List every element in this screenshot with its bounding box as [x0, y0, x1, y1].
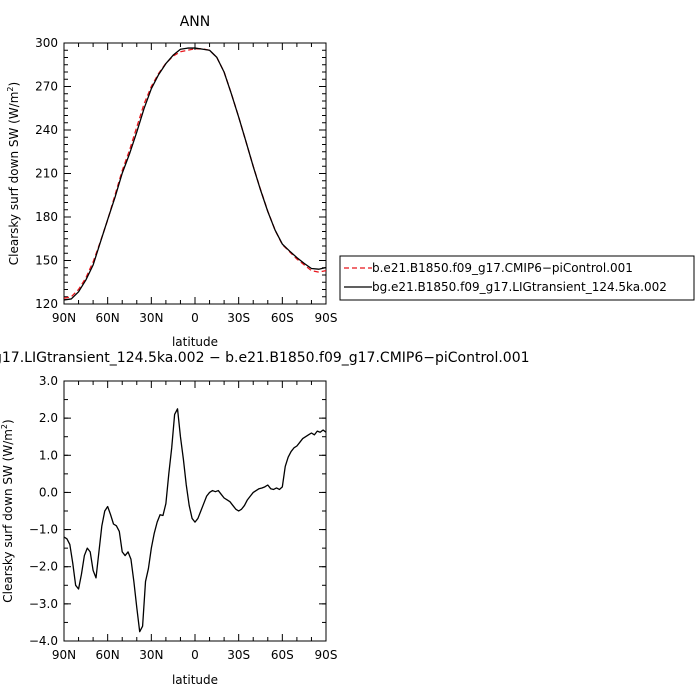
- plot-frame: [63, 380, 327, 642]
- y-tick-label: 180: [35, 210, 58, 224]
- top-chart: ANN 90N 60N 30N 0 30S 60S 90S 120 150 180 210 240 270…: [6, 14, 337, 349]
- x-tick-label: 30N: [139, 311, 163, 325]
- series-line-0: [63, 48, 327, 299]
- y-tick-label: 0.0: [39, 485, 58, 499]
- x-tick-label: 60N: [96, 648, 120, 662]
- chart-title: ANN: [180, 14, 211, 30]
- x-tick-label: 30S: [227, 311, 250, 325]
- y-tick-label: 3.0: [39, 374, 58, 388]
- series-line-0: [63, 408, 327, 633]
- y-axis-label-main: Clearsky surf down SW (W/m: [1, 429, 15, 603]
- legend-label-0: b.e21.B1850.f09_g17.CMIP6−piControl.001: [372, 261, 633, 275]
- y-tick-label: 2.0: [39, 411, 58, 425]
- legend-box: [339, 255, 695, 301]
- x-tick-label: 90S: [315, 311, 338, 325]
- x-tick-label: 0: [191, 648, 199, 662]
- legend-label-1: bg.e21.B1850.f09_g17.LIGtransient_124.5k…: [372, 280, 667, 294]
- x-tick-label: 0: [191, 311, 199, 325]
- x-tick-label: 60N: [96, 311, 120, 325]
- chart-title: bg.e21.B1850.f09_g17.LIGtransient_124.5k…: [0, 350, 530, 366]
- y-axis-label-superscript: 2: [6, 86, 15, 91]
- x-tick-label: 30S: [227, 648, 250, 662]
- x-tick-label: 30N: [139, 648, 163, 662]
- x-tick-label: 60S: [271, 648, 294, 662]
- y-tick-label: −4.0: [29, 634, 58, 648]
- y-axis-label: Clearsky surf down SW (W/m2): [0, 419, 15, 602]
- y-axis-label-close: ): [1, 419, 15, 424]
- y-tick-label: −1.0: [29, 523, 58, 537]
- x-tick-label: 90N: [52, 311, 76, 325]
- x-axis-label: latitude: [172, 673, 218, 687]
- legend: b.e21.B1850.f09_g17.CMIP6−piControl.001b…: [339, 255, 695, 301]
- x-tick-label: 60S: [271, 311, 294, 325]
- y-tick-label: 300: [35, 36, 58, 50]
- series-line-1: [63, 47, 327, 301]
- y-tick-label: −3.0: [29, 597, 58, 611]
- y-tick-label: 120: [35, 297, 58, 311]
- y-tick-label: 240: [35, 123, 58, 137]
- y-tick-label: 210: [35, 167, 58, 181]
- y-axis-label-superscript: 2: [0, 424, 9, 429]
- y-axis-label-close: ): [7, 82, 21, 87]
- plot-frame: [63, 42, 327, 305]
- y-tick-label: 150: [35, 254, 58, 268]
- x-tick-label: 90N: [52, 648, 76, 662]
- y-axis-label-main: Clearsky surf down SW (W/m: [7, 92, 21, 266]
- bottom-chart: bg.e21.B1850.f09_g17.LIGtransient_124.5k…: [0, 350, 530, 687]
- y-tick-label: −2.0: [29, 560, 58, 574]
- y-tick-label: 1.0: [39, 448, 58, 462]
- x-axis-label: latitude: [172, 335, 218, 349]
- y-axis-label: Clearsky surf down SW (W/m2): [6, 82, 21, 265]
- x-tick-label: 90S: [315, 648, 338, 662]
- y-tick-label: 270: [35, 80, 58, 94]
